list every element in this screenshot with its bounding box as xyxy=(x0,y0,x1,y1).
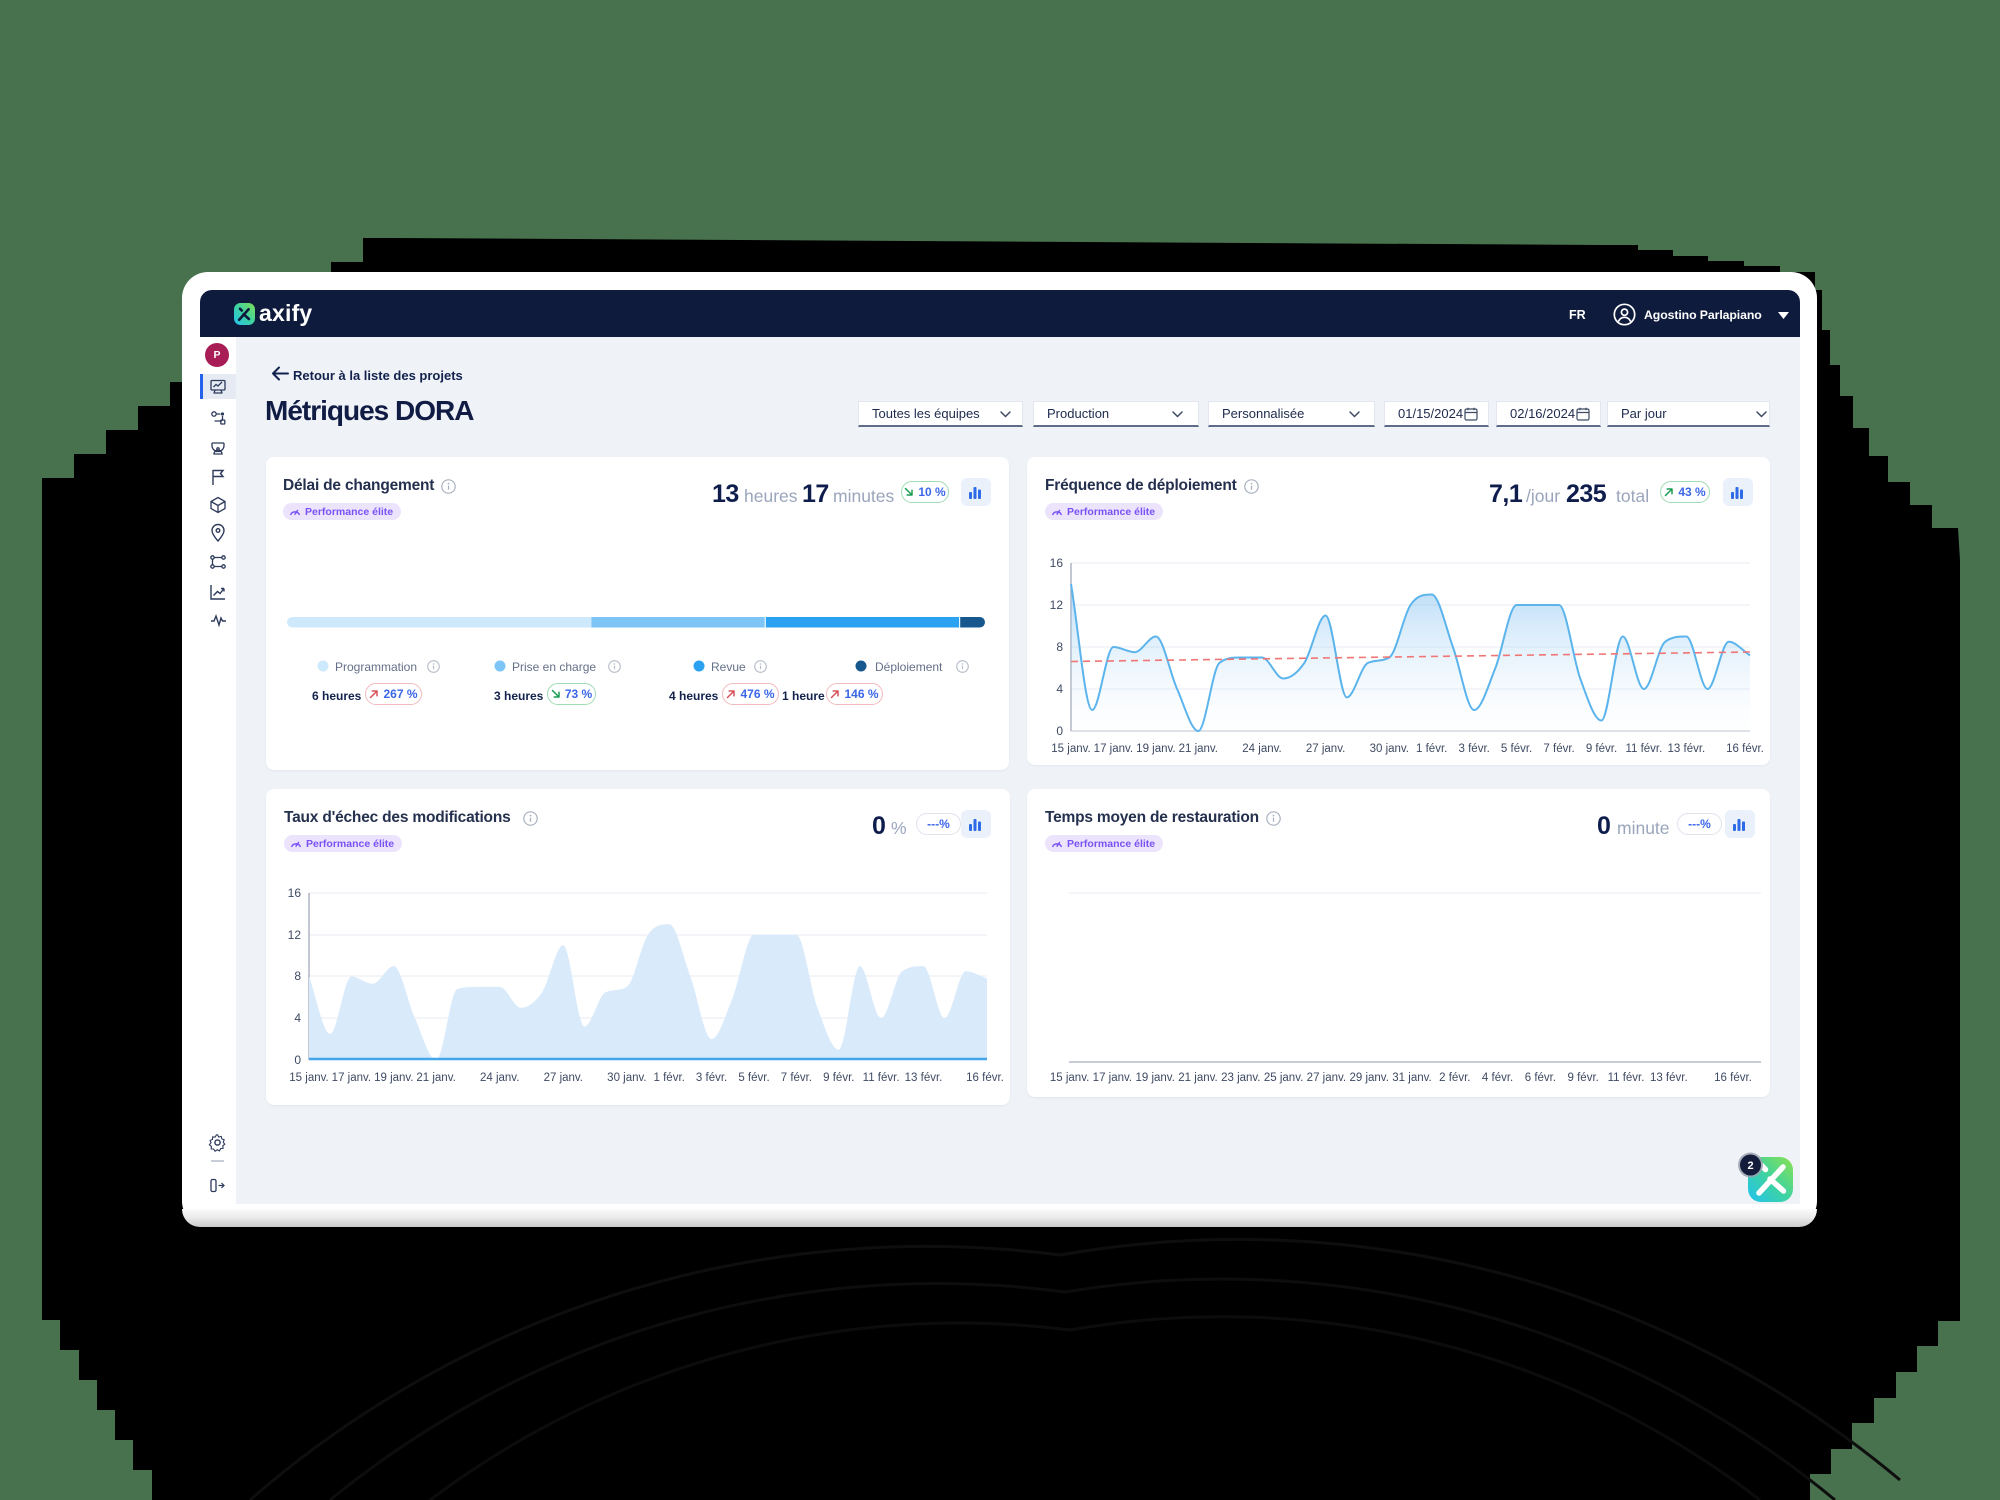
svg-text:2: 2 xyxy=(1747,1160,1753,1172)
